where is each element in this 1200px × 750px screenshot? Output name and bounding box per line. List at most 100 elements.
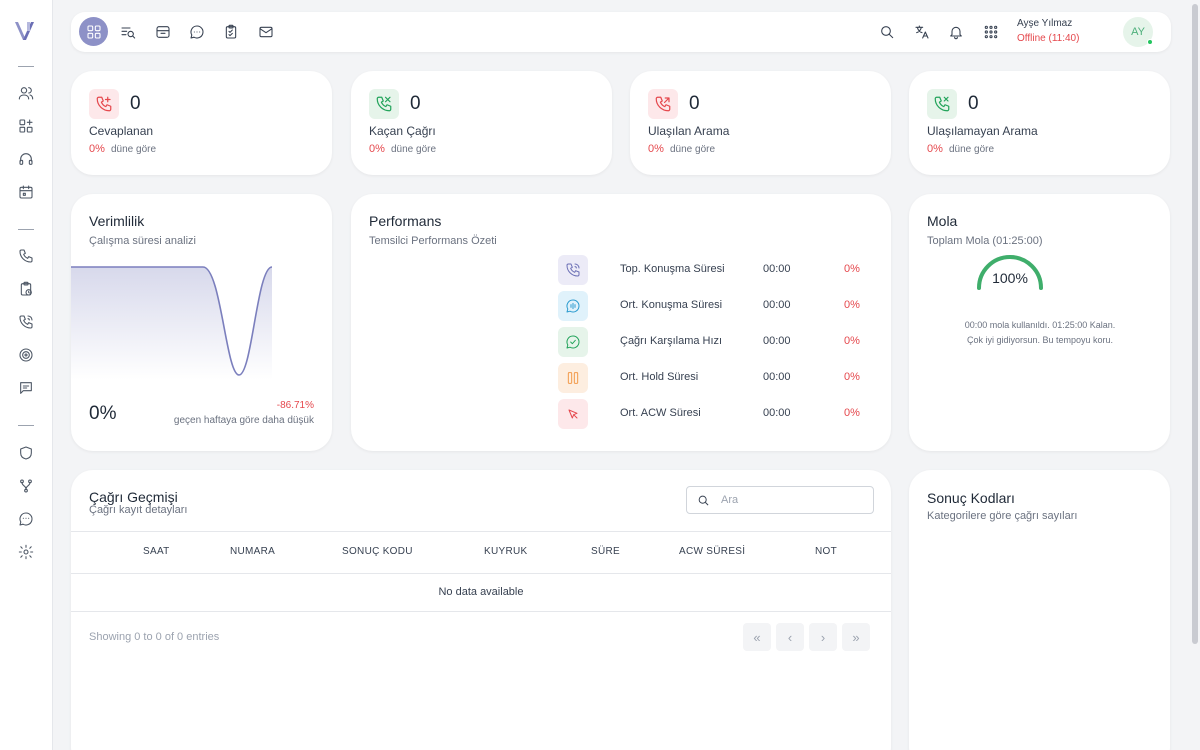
card-subtitle: Çalışma süresi analizi <box>89 235 196 247</box>
search-input[interactable] <box>721 492 866 508</box>
users-icon[interactable] <box>17 84 35 102</box>
efficiency-value: 0% <box>89 403 117 424</box>
perf-label: Ort. Konuşma Süresi <box>620 299 723 311</box>
clipboard-clock-icon[interactable] <box>17 280 35 298</box>
stat-pct: 0% <box>89 143 105 155</box>
table-divider <box>71 611 891 612</box>
apps-dots-icon[interactable] <box>982 23 1000 41</box>
empty-table-message: No data available <box>438 586 524 598</box>
phone-waves-icon[interactable] <box>17 313 35 331</box>
git-branch-icon[interactable] <box>17 477 35 495</box>
audio-message-icon <box>558 291 588 321</box>
page-scrollbar-thumb[interactable] <box>1192 4 1198 644</box>
search-icon <box>698 495 709 506</box>
column-header[interactable]: NUMARA <box>230 546 276 557</box>
column-header[interactable]: SAAT <box>143 546 170 557</box>
perf-row: Ort. ACW Süresi 00:00 0% <box>558 399 868 429</box>
perf-row: Ort. Hold Süresi 00:00 0% <box>558 363 868 393</box>
card-subtitle: Temsilci Performans Özeti <box>369 235 497 247</box>
calendar-icon[interactable] <box>17 183 35 201</box>
verimlilik-card: Verimlilik Çalışma süresi analizi 0% -86… <box>71 194 332 451</box>
first-page-button[interactable]: « <box>743 623 771 651</box>
stat-sub: düne göre <box>949 144 995 155</box>
online-dot <box>1147 39 1153 45</box>
gear-icon[interactable] <box>17 543 35 561</box>
list-search-icon[interactable] <box>119 23 137 41</box>
column-header[interactable]: NOT <box>815 546 838 557</box>
phone-x-icon <box>927 89 957 119</box>
translate-icon[interactable] <box>913 23 931 41</box>
chat-bubble-icon[interactable] <box>17 510 35 528</box>
perf-pct: 0% <box>844 263 860 275</box>
column-header[interactable]: SONUÇ KODU <box>342 546 413 557</box>
stat-pct: 0% <box>648 143 664 155</box>
cursor-click-icon <box>558 399 588 429</box>
stat-label: Ulaşılan Arama <box>648 124 730 138</box>
stat-value: 0 <box>410 93 421 114</box>
chat-dots-icon[interactable] <box>188 23 206 41</box>
break-gauge <box>977 255 1043 290</box>
gauge-value: 100% <box>992 270 1028 286</box>
search-icon[interactable] <box>878 23 896 41</box>
avatar[interactable]: AY <box>1123 17 1153 47</box>
card-title: Sonuç Kodları <box>927 490 1015 506</box>
stat-value: 0 <box>130 93 141 114</box>
perf-time: 00:00 <box>763 407 791 419</box>
shield-icon[interactable] <box>17 444 35 462</box>
cagri-gecmisi-card: Çağrı Geçmişi Çağrı kayıt detayları SAAT… <box>71 470 891 750</box>
stat-label: Ulaşılamayan Arama <box>927 124 1038 138</box>
pause-icon <box>558 363 588 393</box>
sidebar <box>0 0 53 750</box>
card-title: Verimlilik <box>89 213 145 229</box>
stat-card-cevaplanan: 0 Cevaplanan 0% düne göre <box>71 71 332 175</box>
card-subtitle: Çağrı kayıt detayları <box>89 504 188 516</box>
sonuc-kodlari-card: Sonuç Kodları Kategorilere göre çağrı sa… <box>909 470 1170 750</box>
card-title: Performans <box>369 213 442 229</box>
column-header[interactable]: KUYRUK <box>484 546 528 557</box>
app-logo[interactable] <box>13 19 37 43</box>
perf-time: 00:00 <box>763 263 791 275</box>
clipboard-check-icon[interactable] <box>222 23 240 41</box>
search-box[interactable] <box>686 486 874 514</box>
perf-label: Ort. ACW Süresi <box>620 407 701 419</box>
stat-sub: düne göre <box>111 144 157 155</box>
column-header[interactable]: SÜRE <box>591 546 620 557</box>
table-divider <box>71 573 891 574</box>
dashboard-grid-button[interactable] <box>79 17 108 46</box>
phone-icon[interactable] <box>17 247 35 265</box>
prev-page-button[interactable]: ‹ <box>776 623 804 651</box>
gauge-arc <box>977 255 1043 290</box>
headset-icon[interactable] <box>17 150 35 168</box>
target-icon[interactable] <box>17 346 35 364</box>
message-icon[interactable] <box>17 379 35 397</box>
stat-card-ulasilamayan-arama: 0 Ulaşılamayan Arama 0% düne göre <box>909 71 1170 175</box>
stat-card-ulasilan-arama: 0 Ulaşılan Arama 0% düne göre <box>630 71 891 175</box>
column-header[interactable]: ACW SÜRESİ <box>679 546 746 557</box>
perf-row: Çağrı Karşılama Hızı 00:00 0% <box>558 327 868 357</box>
card-title: Mola <box>927 213 958 229</box>
break-note: 00:00 mola kullanıldı. 01:25:00 Kalan. <box>964 320 1116 330</box>
stat-value: 0 <box>968 93 979 114</box>
card-title: Çağrı Geçmişi <box>89 489 178 505</box>
break-note: Çok iyi gidiyorsun. Bu tempoyu koru. <box>966 335 1114 345</box>
perf-row: Ort. Konuşma Süresi 00:00 0% <box>558 291 868 321</box>
mola-card: Mola Toplam Mola (01:25:00) 100% 00:00 m… <box>909 194 1170 451</box>
performans-card: Performans Temsilci Performans Özeti Top… <box>351 194 891 451</box>
stat-sub: düne göre <box>670 144 716 155</box>
efficiency-line <box>71 266 273 376</box>
table-divider <box>71 531 891 532</box>
page-scrollbar-track[interactable] <box>1190 0 1200 750</box>
apps-add-icon[interactable] <box>17 117 35 135</box>
bell-icon[interactable] <box>947 23 965 41</box>
mail-icon[interactable] <box>257 23 275 41</box>
stat-pct: 0% <box>369 143 385 155</box>
phone-call-icon <box>558 255 588 285</box>
last-page-button[interactable]: » <box>842 623 870 651</box>
next-page-button[interactable]: › <box>809 623 837 651</box>
archive-box-icon[interactable] <box>154 23 172 41</box>
efficiency-area-chart <box>71 266 273 380</box>
perf-pct: 0% <box>844 299 860 311</box>
sidebar-divider <box>18 66 34 67</box>
user-status[interactable]: Offline (11:40) <box>1017 33 1080 44</box>
perf-time: 00:00 <box>763 371 791 383</box>
